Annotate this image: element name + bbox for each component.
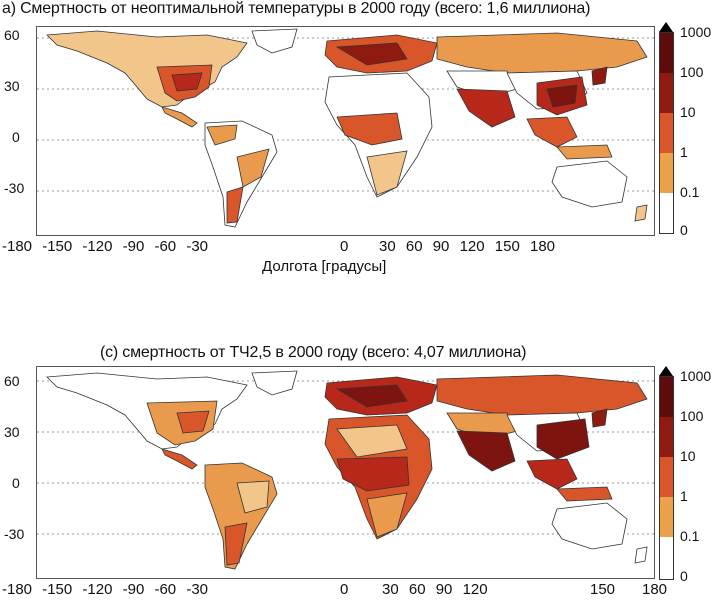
- colorbar-segment: [660, 153, 673, 193]
- panel-a-title: а) Смертность от неоптимальной температу…: [2, 0, 591, 17]
- x-tick: 30: [379, 238, 396, 255]
- colorbar-label: 100: [680, 64, 704, 80]
- colorbar-label: 1: [680, 144, 688, 160]
- x-tick: 120: [462, 581, 488, 598]
- colorbar-label: 10: [680, 448, 696, 464]
- x-ticks-right-a: 30 60 90 120 150 180: [379, 238, 561, 255]
- x-tick: -150: [42, 581, 73, 598]
- x-tick: -60: [154, 581, 177, 598]
- x-tick: 150: [494, 238, 520, 255]
- colorbar-label: 1000: [680, 368, 712, 384]
- x-axis-title: Долгота [градусы]: [262, 258, 387, 275]
- x-tick-0-c: 0: [340, 581, 349, 598]
- colorbar-segment: [660, 537, 673, 579]
- x-tick: 180: [529, 238, 556, 255]
- colorbar-label: 10: [680, 104, 696, 120]
- colorbar-segment: [660, 497, 673, 537]
- panel-c-title: (с) смертность от ТЧ2,5 в 2000 году (все…: [100, 344, 527, 361]
- colorbar-label: 100: [680, 408, 704, 424]
- panel-c: (с) смертность от ТЧ2,5 в 2000 году (все…: [0, 340, 723, 600]
- colorbar-label: 0: [680, 222, 688, 238]
- x-tick: -90: [122, 238, 145, 255]
- x-tick: -150: [42, 238, 73, 255]
- x-tick: -120: [82, 581, 113, 598]
- colorbar-label: 0.1: [680, 528, 700, 544]
- x-tick: -180: [2, 238, 33, 255]
- colorbar-label: 0.1: [680, 184, 700, 200]
- x-tick: -30: [186, 238, 209, 255]
- x-tick: -120: [82, 238, 113, 255]
- x-ticks-row-a: -180 -150 -120 -90 -60 -30: [2, 238, 214, 255]
- colorbar-segment: [660, 377, 673, 417]
- colorbar-a: [659, 32, 674, 234]
- x-tick: 60: [405, 238, 423, 255]
- x-tick: -60: [154, 238, 177, 255]
- colorbar-arrow-a: [659, 22, 673, 32]
- colorbar-c: [659, 376, 674, 580]
- y-tick-30: 30: [4, 78, 20, 94]
- y-tick-30: 30: [4, 424, 20, 440]
- x-tick: -30: [186, 581, 209, 598]
- y-tick-0: 0: [12, 475, 20, 491]
- x-tick: 30: [382, 581, 399, 598]
- map-c-svg: [37, 370, 654, 570]
- world-map-c: [36, 366, 655, 579]
- y-tick-0: 0: [12, 129, 20, 145]
- colorbar-segment: [660, 73, 673, 113]
- y-tick-60: 60: [4, 373, 20, 389]
- x-tick: 60: [408, 581, 426, 598]
- colorbar-label: 0: [680, 568, 688, 584]
- colorbar-segment: [660, 417, 673, 457]
- colorbar-segment: [660, 33, 673, 73]
- x-tick: 120: [459, 238, 485, 255]
- colorbar-arrow-c: [659, 366, 673, 376]
- x-tick: -90: [122, 581, 145, 598]
- colorbar-segment: [660, 193, 673, 233]
- panel-a: а) Смертность от неоптимальной температу…: [0, 0, 723, 290]
- world-map-a: [36, 26, 655, 236]
- x-tick-150-c: 150: [590, 581, 616, 598]
- x-tick: -180: [2, 581, 33, 598]
- y-tick-minus30: -30: [4, 526, 25, 542]
- x-tick: 90: [432, 238, 450, 255]
- map-a-svg: [37, 28, 654, 228]
- y-tick-minus30: -30: [4, 180, 25, 196]
- y-tick-60: 60: [4, 27, 20, 43]
- colorbar-segment: [660, 457, 673, 497]
- x-tick-0-a: 0: [340, 238, 349, 255]
- x-ticks-row-c: -180 -150 -120 -90 -60 -30: [2, 581, 214, 598]
- x-ticks-mid-c: 30 60 90 120: [382, 581, 494, 598]
- colorbar-label: 1000: [680, 24, 712, 40]
- x-tick-180-c: 180: [642, 581, 668, 598]
- x-tick: 90: [435, 581, 453, 598]
- colorbar-label: 1: [680, 488, 688, 504]
- colorbar-segment: [660, 113, 673, 153]
